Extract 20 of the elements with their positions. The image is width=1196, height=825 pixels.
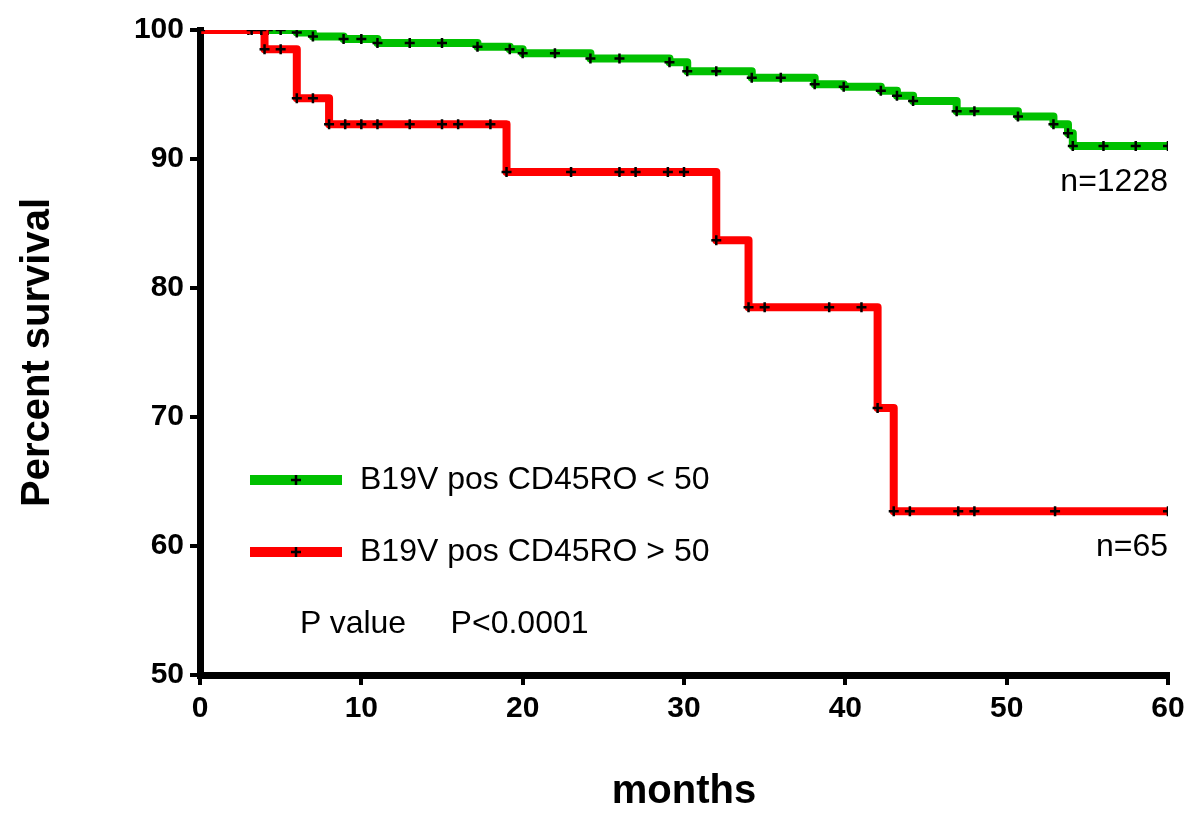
x-tick-label: 10 [344, 690, 379, 724]
y-tick-label: 80 [150, 269, 184, 303]
x-axis-title: months [611, 767, 757, 812]
x-tick-label: 20 [505, 690, 540, 724]
y-axis-title: Percent survival [13, 197, 58, 508]
x-tick-label: 60 [1151, 690, 1185, 724]
annotation: P value P<0.0001 [300, 603, 589, 640]
x-tick-label: 40 [828, 690, 863, 724]
y-tick-label: 100 [133, 11, 184, 45]
x-tick-label: 50 [989, 690, 1024, 724]
y-tick-label: 90 [150, 140, 184, 174]
annotation: n=65 [1095, 527, 1168, 563]
x-tick-label: 30 [667, 690, 701, 724]
x-tick-label: 0 [191, 690, 209, 724]
y-tick-label: 60 [150, 527, 184, 561]
legend-label: B19V pos CD45RO > 50 [360, 531, 710, 568]
annotation: n=1228 [1060, 161, 1168, 198]
y-tick-label: 50 [150, 656, 184, 690]
y-tick-label: 70 [150, 398, 184, 432]
legend-label: B19V pos CD45RO < 50 [360, 459, 710, 496]
